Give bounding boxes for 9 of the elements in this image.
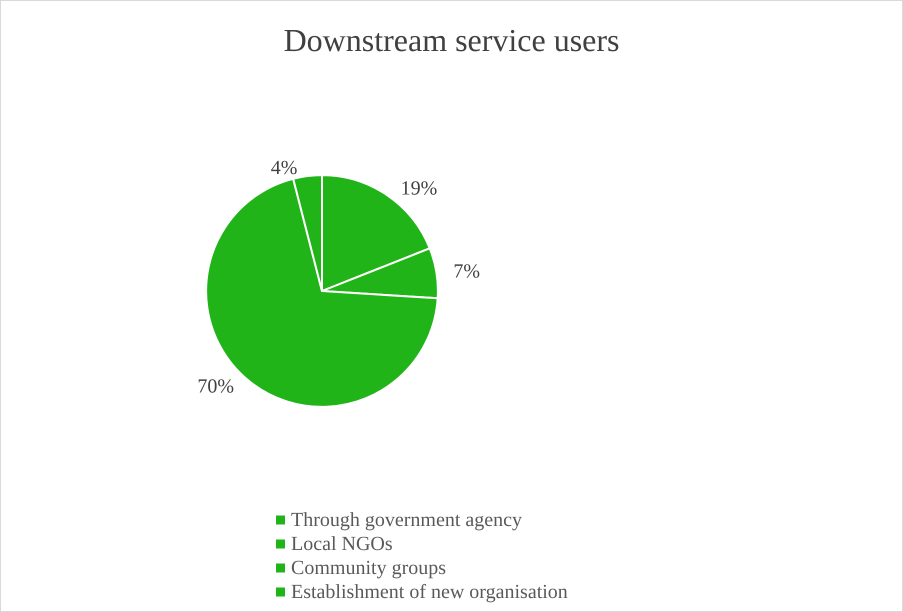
- legend-label: Local NGOs: [291, 533, 393, 555]
- data-label: 4%: [270, 157, 298, 180]
- legend-label: Establishment of new organisation: [291, 581, 568, 603]
- data-label: 7%: [453, 260, 480, 283]
- data-label: 19%: [400, 178, 438, 200]
- chart-title: Downstream service users: [284, 22, 620, 58]
- legend-label: Community groups: [291, 557, 446, 579]
- data-label: 70%: [197, 375, 234, 398]
- legend-label: Through government agency: [291, 509, 522, 531]
